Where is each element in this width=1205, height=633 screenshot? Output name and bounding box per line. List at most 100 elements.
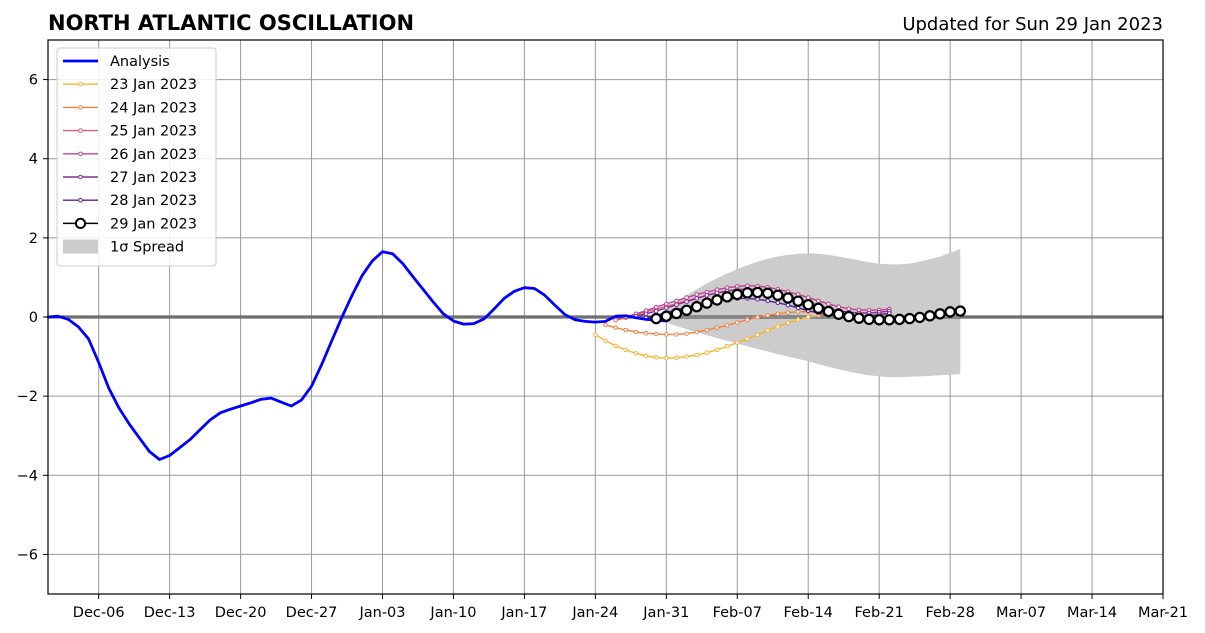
forecast-point xyxy=(653,331,659,337)
forecast-point xyxy=(684,354,689,359)
legend-marker-forecast xyxy=(78,105,83,110)
legend-marker-forecast xyxy=(78,197,83,203)
legend-marker-forecast xyxy=(78,81,83,87)
forecast-point xyxy=(623,327,629,333)
x-tick-label: Jan-24 xyxy=(571,605,618,621)
axes: Dec-06 Dec-13 Dec-20 Dec-27 Jan-03 Jan-10 Jan-… xyxy=(17,39,1188,621)
forecast-point xyxy=(714,347,720,353)
forecast-point xyxy=(775,311,781,317)
analysis-line xyxy=(46,250,668,461)
forecast-point xyxy=(633,329,639,335)
y-tick-label: 0 xyxy=(29,310,38,326)
current-forecast-point xyxy=(701,297,713,309)
current-forecast-point xyxy=(822,305,835,318)
forecast-point xyxy=(643,330,649,336)
legend-label: 1σ Spread xyxy=(110,240,184,256)
zero-line xyxy=(48,315,1163,319)
current-forecast-point xyxy=(721,291,733,303)
forecast-point xyxy=(643,311,649,317)
current-forecast-point xyxy=(670,307,683,320)
chart-title: NORTH ATLANTIC OSCILLATION xyxy=(48,11,414,35)
forecast-point xyxy=(694,296,700,301)
legend-label: 28 Jan 2023 xyxy=(110,193,197,209)
legend: Analysis 23 Jan 2023 24 Jan 2023 25 Jan 202… xyxy=(56,47,217,267)
current-forecast-point xyxy=(873,314,885,326)
current-forecast-point xyxy=(711,294,723,306)
x-tick-label: Mar-21 xyxy=(1138,605,1188,621)
forecast-point xyxy=(694,352,700,358)
legend-box xyxy=(56,47,217,267)
current-forecast-point xyxy=(843,310,855,323)
current-forecast-point xyxy=(761,287,774,299)
current-forecast-point xyxy=(903,312,916,325)
x-tick-label: Dec-20 xyxy=(215,605,267,621)
forecast-point xyxy=(805,295,811,300)
forecast-point xyxy=(714,290,720,296)
legend-marker-forecast xyxy=(78,174,83,180)
forecast-point xyxy=(664,305,669,311)
y-tick-label: 4 xyxy=(29,152,38,168)
forecast-point xyxy=(836,304,841,310)
forecast-point xyxy=(785,310,791,315)
x-tick-label: Jan-17 xyxy=(500,605,547,621)
y-tick-label: −2 xyxy=(17,389,38,405)
forecast-point xyxy=(643,353,649,359)
x-tick-label: Dec-27 xyxy=(286,605,338,621)
chart-subtitle: Updated for Sun 29 Jan 2023 xyxy=(902,14,1163,35)
forecast-point xyxy=(704,292,710,298)
forecast-point xyxy=(745,336,750,342)
forecast-point xyxy=(694,329,700,335)
forecast-point xyxy=(603,322,608,328)
forecast-point xyxy=(826,301,831,307)
y-tick-label: −4 xyxy=(17,468,38,484)
forecast-point xyxy=(613,325,618,330)
forecast-point xyxy=(674,302,679,308)
x-tick-label: Jan-31 xyxy=(642,605,689,621)
forecast-point xyxy=(724,343,730,349)
forecast-point xyxy=(745,317,750,323)
legend-label: 25 Jan 2023 xyxy=(110,124,197,140)
legend-marker-forecast xyxy=(78,128,83,133)
forecast-point xyxy=(846,306,852,311)
forecast-point xyxy=(674,298,679,304)
forecast-point xyxy=(704,350,710,355)
forecast-point xyxy=(674,332,679,337)
forecast-point xyxy=(613,343,618,349)
forecast-point xyxy=(755,332,760,338)
forecast-point xyxy=(765,328,770,333)
forecast-point xyxy=(795,309,801,315)
y-tick-label: 6 xyxy=(29,73,38,89)
x-tick-label: Mar-14 xyxy=(1067,605,1117,621)
forecast-point xyxy=(734,320,740,325)
forecast-point xyxy=(745,283,750,289)
legend-label: 26 Jan 2023 xyxy=(110,147,197,163)
x-tick-label: Mar-07 xyxy=(996,605,1046,621)
series-group xyxy=(46,250,966,461)
forecast-point xyxy=(593,332,598,338)
x-tick-label: Feb-28 xyxy=(925,605,974,621)
forecast-point xyxy=(795,317,801,323)
forecast-point xyxy=(633,351,639,356)
current-forecast-point xyxy=(883,314,896,326)
forecast-point xyxy=(785,302,791,308)
x-tick-label: Feb-14 xyxy=(784,605,833,621)
legend-marker-current xyxy=(74,217,87,229)
x-tick-label: Feb-21 xyxy=(855,605,904,621)
forecast-point xyxy=(684,331,689,336)
forecast-point xyxy=(623,347,629,353)
forecast-point xyxy=(775,324,781,329)
legend-label: 27 Jan 2023 xyxy=(110,170,197,186)
forecast-point xyxy=(765,298,770,304)
forecast-point xyxy=(805,314,811,320)
forecast-point xyxy=(694,292,700,297)
current-forecast-point xyxy=(782,292,794,304)
forecast-point xyxy=(724,323,730,328)
current-forecast-point xyxy=(893,313,906,326)
forecast-point xyxy=(816,298,821,304)
forecast-point xyxy=(664,301,669,307)
current-forecast-point xyxy=(954,305,966,317)
forecast-point xyxy=(785,320,791,326)
forecast-point xyxy=(664,355,669,361)
legend-label: 23 Jan 2023 xyxy=(110,77,197,93)
legend-swatch-spread xyxy=(63,239,98,254)
